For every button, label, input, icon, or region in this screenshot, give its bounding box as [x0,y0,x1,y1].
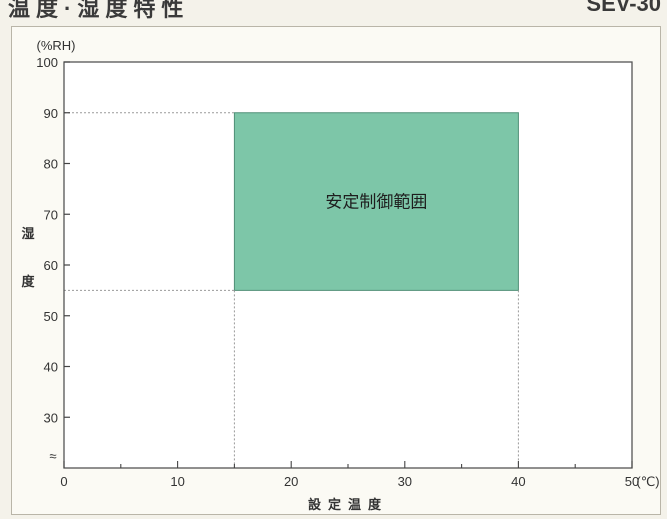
x-tick-label-50: 50 [625,474,639,489]
region-label: 安定制御範囲 [325,193,427,213]
x-tick-label-20: 20 [284,474,298,489]
y-tick-label-80: 80 [44,157,58,172]
y-tick-label-100: 100 [36,55,58,70]
y-tick-label-40: 40 [44,360,58,375]
y-unit-label: (%RH) [37,38,76,53]
y-tick-label-30: 30 [44,410,58,425]
y-tick-label-70: 70 [44,207,58,222]
y-axis-title: 湿度 [21,227,35,290]
model-code: SEV-30 [586,0,661,16]
y-axis-title-char: 湿 [21,227,34,242]
x-tick-label-30: 30 [398,474,412,489]
x-axis-title: 設定温度 [308,497,388,513]
x-tick-label-0: 0 [60,474,67,489]
x-unit-label: (℃) [636,474,659,489]
axis-break-symbol: ≈ [49,448,56,463]
y-tick-label-90: 90 [44,106,58,121]
y-axis-title-char: 度 [21,274,35,290]
y-tick-label-50: 50 [44,309,58,324]
stable-control-region [233,112,519,291]
figure-title: 温度·湿度特性 [8,0,190,21]
x-tick-label-40: 40 [511,474,525,489]
x-tick-label-10: 10 [170,474,184,489]
y-tick-label-60: 60 [44,258,58,273]
